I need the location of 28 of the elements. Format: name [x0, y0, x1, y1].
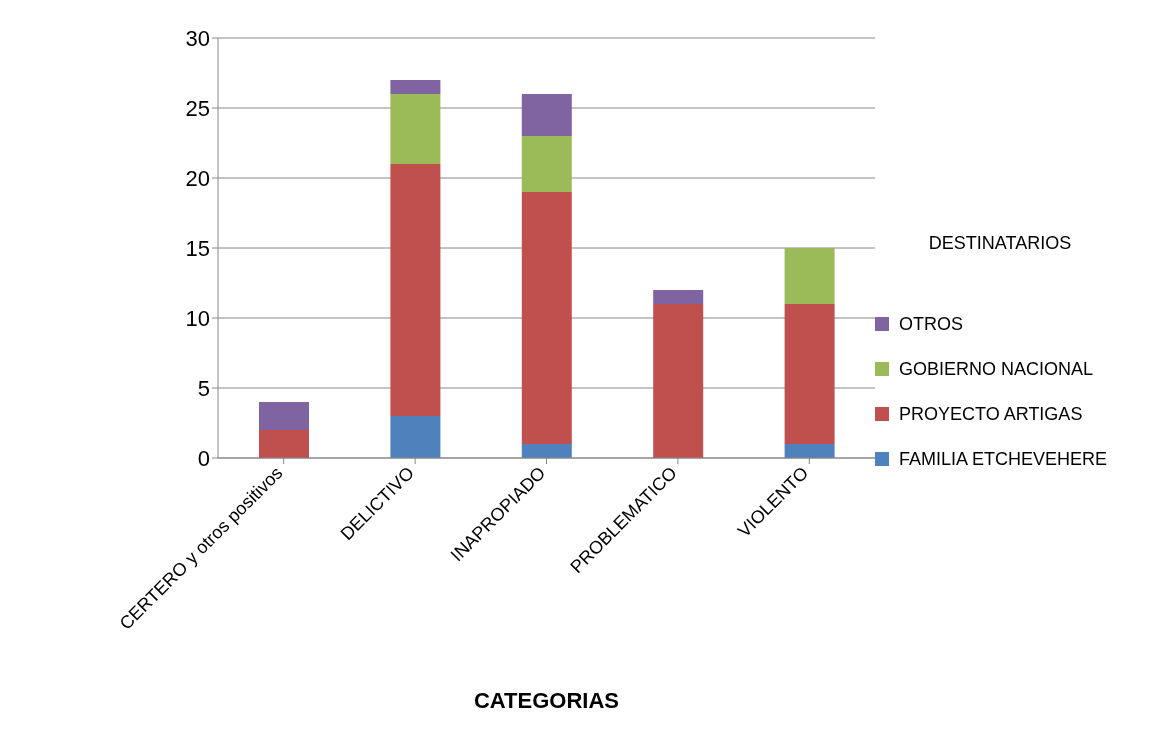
bar	[784, 248, 835, 304]
bar	[784, 304, 835, 444]
bar	[521, 192, 572, 444]
bar	[390, 416, 441, 458]
legend-label: OTROS	[899, 313, 964, 335]
bar	[521, 94, 572, 136]
x-axis-title: CATEGORIAS	[473, 688, 620, 713]
bar	[653, 290, 704, 304]
y-tick-label: 30	[185, 25, 210, 51]
bar	[784, 444, 835, 458]
y-tick-label: 20	[185, 165, 210, 191]
legend-label: PROYECTO ARTIGAS	[899, 403, 1083, 425]
y-tick-label: 5	[197, 375, 210, 401]
legend-label: FAMILIA ETCHEVEHERE	[899, 448, 1108, 470]
legend-title: DESTINATARIOS	[927, 232, 1073, 254]
bar	[259, 402, 309, 430]
bar	[653, 304, 704, 458]
y-tick-label: 15	[185, 235, 210, 261]
legend-label: GOBIERNO NACIONAL	[899, 358, 1094, 380]
bar	[521, 444, 572, 458]
bar	[521, 136, 572, 192]
y-tick-label: 10	[185, 305, 210, 331]
y-tick-label: 25	[185, 95, 210, 121]
y-tick-label: 0	[197, 445, 210, 471]
bar	[390, 164, 441, 416]
bar	[390, 80, 441, 94]
bar	[390, 94, 441, 164]
bar	[259, 430, 309, 458]
